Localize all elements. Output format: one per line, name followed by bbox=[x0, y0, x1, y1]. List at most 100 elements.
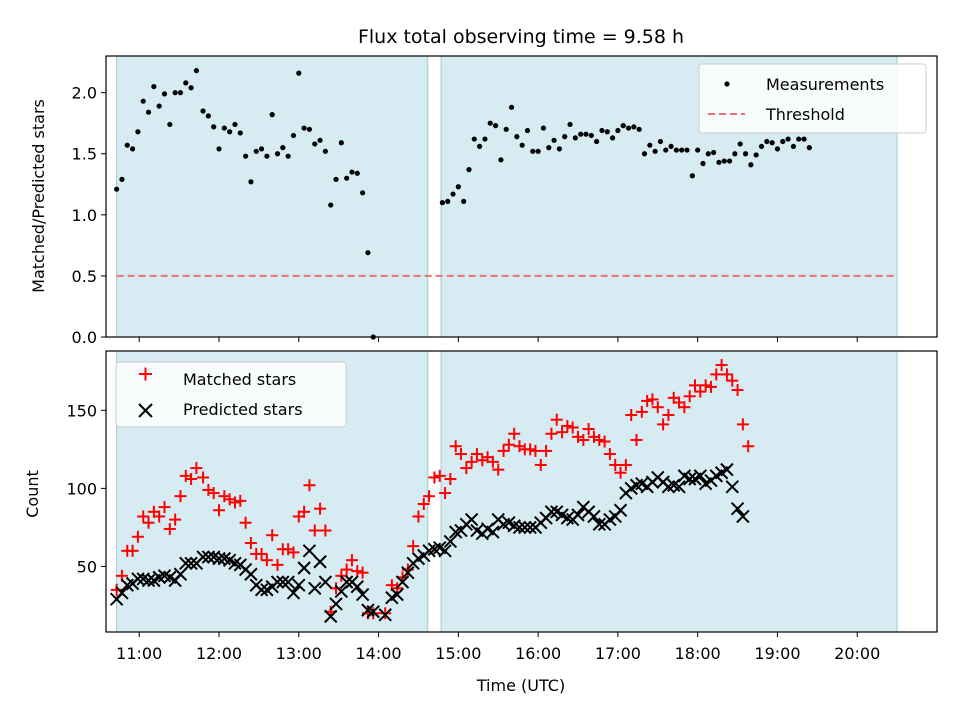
y-tick-label: 100 bbox=[66, 479, 97, 498]
x-tick-label: 11:00 bbox=[116, 644, 162, 663]
matched-star-point bbox=[694, 385, 707, 398]
measurement-point bbox=[540, 125, 547, 131]
x-stroke bbox=[196, 550, 210, 564]
x-stroke bbox=[318, 575, 333, 589]
matched-star-point bbox=[699, 379, 712, 392]
x-stroke bbox=[378, 608, 392, 622]
predicted-star-point bbox=[297, 561, 311, 575]
matched-star-point bbox=[641, 394, 654, 407]
predicted-star-point bbox=[276, 575, 290, 589]
measurement-point bbox=[317, 137, 323, 143]
x-stroke bbox=[334, 584, 349, 599]
x-stroke bbox=[555, 508, 569, 522]
matched-star-point bbox=[142, 516, 155, 529]
x-tick-label: 15:00 bbox=[435, 644, 481, 663]
x-stroke bbox=[486, 525, 500, 539]
x-stroke bbox=[217, 551, 232, 566]
measurement-point bbox=[482, 136, 488, 142]
predicted-star-point bbox=[339, 575, 354, 589]
bottom-x-ticks: 11:00 12:00 13:00 14:00 15:00 16:00 17:00 18:00… bbox=[116, 632, 880, 663]
measurement-point bbox=[711, 149, 717, 156]
x-stroke bbox=[613, 503, 628, 517]
x-stroke bbox=[292, 578, 306, 592]
matched-star-point bbox=[314, 502, 327, 515]
measurement-point bbox=[620, 123, 626, 129]
x-stroke bbox=[329, 597, 343, 611]
measurement-point bbox=[668, 143, 674, 150]
measurement-point bbox=[562, 134, 568, 140]
x-stroke bbox=[206, 550, 221, 564]
matched-star-point bbox=[720, 368, 733, 381]
matched-star-point bbox=[260, 554, 273, 567]
matched-star-point bbox=[646, 393, 659, 406]
matched-star-point bbox=[345, 554, 358, 567]
measurement-point bbox=[556, 146, 562, 152]
measurement-point bbox=[344, 175, 350, 181]
measurement-point bbox=[445, 198, 451, 204]
matched-star-point bbox=[742, 440, 755, 453]
legend-marker-matched bbox=[139, 367, 152, 381]
bottom-y-ticks: 50 100 150 bbox=[66, 401, 106, 576]
legend-label-threshold: Threshold bbox=[765, 105, 845, 124]
measurement-point bbox=[689, 173, 695, 179]
measurement-point bbox=[604, 129, 610, 135]
measurement-point bbox=[514, 134, 520, 140]
measurement-point bbox=[625, 125, 632, 131]
measurement-point bbox=[140, 98, 146, 104]
predicted-star-point bbox=[725, 480, 739, 494]
measurement-point bbox=[764, 138, 770, 145]
x-stroke bbox=[502, 516, 516, 530]
chart-title: Flux total observing time = 9.58 h bbox=[358, 26, 684, 48]
measurement-point bbox=[328, 202, 334, 208]
measurement-point bbox=[145, 109, 152, 115]
matched-star-point bbox=[110, 583, 123, 596]
measurement-point bbox=[477, 143, 483, 150]
measurement-point bbox=[161, 91, 168, 97]
top-y-axis-label: Matched/Predicted stars bbox=[29, 99, 48, 293]
measurement-point bbox=[609, 135, 616, 141]
y-tick-label: 0.0 bbox=[72, 328, 97, 347]
matched-star-point bbox=[502, 438, 515, 451]
predicted-star-point bbox=[587, 509, 601, 524]
measurement-point bbox=[124, 142, 130, 148]
measurements-series bbox=[114, 68, 812, 340]
matched-star-point bbox=[582, 423, 595, 436]
matched-star-point bbox=[244, 537, 257, 550]
predicted-star-point bbox=[292, 578, 306, 592]
matched-star-point bbox=[556, 426, 569, 439]
measurement-point bbox=[753, 152, 759, 158]
measurement-point bbox=[193, 68, 200, 74]
x-stroke bbox=[395, 575, 410, 589]
matched-star-point bbox=[609, 458, 622, 471]
measurement-point bbox=[700, 160, 706, 167]
x-stroke bbox=[518, 520, 532, 535]
matched-star-point bbox=[228, 496, 241, 509]
y-tick-label: 0.5 bbox=[72, 267, 97, 286]
matched-star-point bbox=[529, 444, 542, 457]
predicted-star-point bbox=[286, 586, 301, 600]
measurement-point bbox=[594, 138, 600, 145]
matched-star-point bbox=[524, 443, 537, 456]
measurement-point bbox=[258, 146, 265, 152]
measurement-point bbox=[487, 120, 493, 126]
predicted-star-point bbox=[281, 575, 295, 589]
x-stroke bbox=[560, 511, 575, 525]
matched-star-point bbox=[561, 419, 574, 432]
measurement-point bbox=[248, 179, 254, 185]
x-stroke bbox=[323, 609, 338, 624]
matched-star-point bbox=[625, 409, 638, 422]
measurement-point bbox=[167, 121, 173, 128]
predicted-star-point bbox=[378, 608, 392, 622]
predicted-star-point bbox=[308, 581, 322, 595]
matched-star-point bbox=[379, 607, 392, 620]
measurement-point bbox=[151, 83, 157, 90]
matched-star-point bbox=[153, 510, 166, 523]
matched-star-point bbox=[449, 440, 462, 453]
predicted-star-point bbox=[401, 565, 415, 580]
measurement-point bbox=[237, 130, 243, 136]
matched-star-point bbox=[340, 563, 353, 576]
matched-star-point bbox=[630, 433, 643, 446]
matched-star-point bbox=[412, 510, 425, 523]
measurement-point bbox=[338, 140, 344, 146]
matched-star-point bbox=[593, 433, 606, 446]
